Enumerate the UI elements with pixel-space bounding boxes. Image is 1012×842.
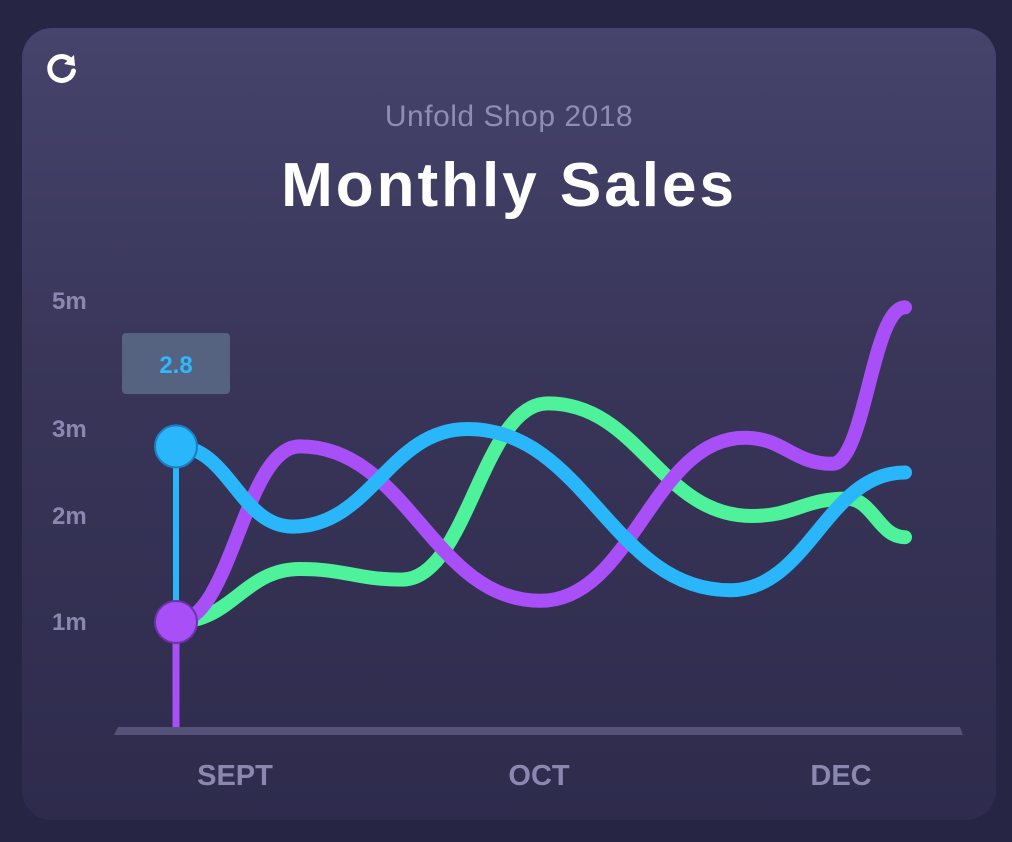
tooltip-box <box>122 333 230 394</box>
y-tick-label: 2m <box>52 503 87 530</box>
series-line-green <box>169 396 912 629</box>
chart-subtitle: Unfold Shop 2018 <box>384 100 634 133</box>
y-axis-labels: 5m 3m 2m 1m <box>52 288 87 636</box>
chart-card: Unfold Shop 2018 Monthly Sales 5m 3m 2m 1m … <box>22 28 996 820</box>
series-lines <box>169 300 912 734</box>
series-line-blue <box>169 422 912 598</box>
chart-title: Monthly Sales <box>281 151 737 220</box>
x-axis-line <box>114 727 963 735</box>
x-axis-labels: SEPT OCT DEC <box>197 760 872 792</box>
line-chart: 5m 3m 2m 1m SEPT OCT DEC 2.8 <box>52 288 963 792</box>
marker-dot-blue <box>154 424 198 469</box>
markers: 2.8 <box>122 333 230 644</box>
x-axis <box>114 727 963 735</box>
y-tick-label: 1m <box>52 609 87 636</box>
x-tick-label: SEPT <box>197 760 273 792</box>
x-tick-label: OCT <box>508 760 570 792</box>
series-line-purple <box>169 300 912 629</box>
marker-dot-purple <box>154 600 198 644</box>
x-tick-label: DEC <box>810 760 871 792</box>
tooltip-value: 2.8 <box>159 352 192 379</box>
y-tick-label: 5m <box>52 288 87 315</box>
refresh-icon[interactable] <box>42 48 82 88</box>
y-tick-label: 3m <box>52 416 87 443</box>
